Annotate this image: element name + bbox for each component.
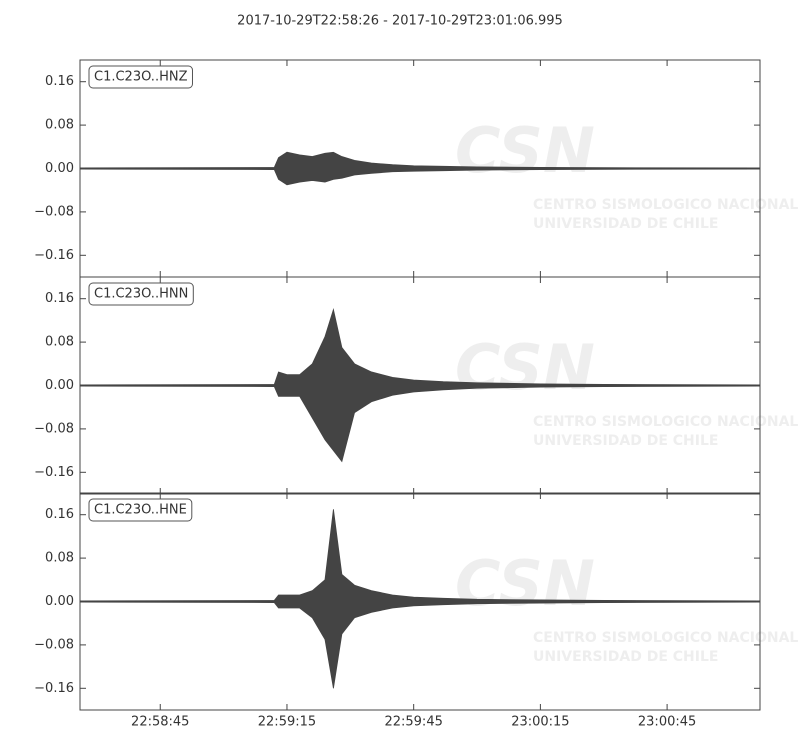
x-tick-label: 23:00:15 bbox=[511, 715, 569, 730]
waveform-envelope bbox=[79, 601, 761, 689]
channel-label-box bbox=[88, 282, 194, 306]
y-tick-label: −0.16 bbox=[34, 465, 74, 480]
x-tick-label: 22:59:45 bbox=[384, 715, 442, 730]
y-tick-label: 0.08 bbox=[45, 335, 74, 350]
watermark: CSN bbox=[455, 547, 595, 620]
y-tick-label: −0.08 bbox=[34, 421, 74, 436]
x-tick-label: 23:00:45 bbox=[638, 715, 696, 730]
y-tick-label: 0.16 bbox=[45, 291, 74, 306]
chart-title: 2017-10-29T22:58:26 - 2017-10-29T23:01:0… bbox=[237, 14, 563, 29]
waveform-envelope bbox=[79, 385, 761, 463]
waveform-envelope bbox=[79, 307, 761, 386]
waveform-envelope bbox=[79, 151, 761, 169]
y-tick-label: −0.16 bbox=[34, 681, 74, 696]
watermark: UNIVERSIDAD DE CHILE bbox=[533, 649, 718, 665]
y-tick-label: 0.08 bbox=[45, 551, 74, 566]
x-tick-label: 22:59:15 bbox=[258, 715, 316, 730]
x-tick-label: 22:58:45 bbox=[131, 715, 189, 730]
y-tick-label: 0.00 bbox=[45, 161, 74, 176]
watermark: CSN bbox=[455, 331, 595, 404]
watermark: CENTRO SISMOLOGICO NACIONAL bbox=[533, 197, 798, 213]
y-tick-label: −0.16 bbox=[34, 248, 74, 263]
watermark: CENTRO SISMOLOGICO NACIONAL bbox=[533, 414, 798, 430]
watermark: CENTRO SISMOLOGICO NACIONAL bbox=[533, 630, 798, 646]
waveform-envelope bbox=[79, 168, 761, 186]
watermark: UNIVERSIDAD DE CHILE bbox=[533, 216, 718, 232]
y-tick-label: 0.08 bbox=[45, 118, 74, 133]
channel-label-box bbox=[88, 498, 193, 522]
channel-label: C1.C23O..HNZ bbox=[94, 70, 188, 85]
channel-label: C1.C23O..HNE bbox=[94, 503, 187, 518]
waveform-envelope bbox=[79, 509, 761, 602]
y-tick-label: 0.16 bbox=[45, 507, 74, 522]
y-tick-label: 0.00 bbox=[45, 594, 74, 609]
y-tick-label: −0.08 bbox=[34, 204, 74, 219]
y-tick-label: −0.08 bbox=[34, 637, 74, 652]
channel-label-box bbox=[88, 65, 193, 89]
watermark: CSN bbox=[455, 114, 595, 187]
y-tick-label: 0.00 bbox=[45, 378, 74, 393]
channel-label: C1.C23O..HNN bbox=[94, 287, 188, 302]
watermark: UNIVERSIDAD DE CHILE bbox=[533, 433, 718, 449]
y-tick-label: 0.16 bbox=[45, 74, 74, 89]
